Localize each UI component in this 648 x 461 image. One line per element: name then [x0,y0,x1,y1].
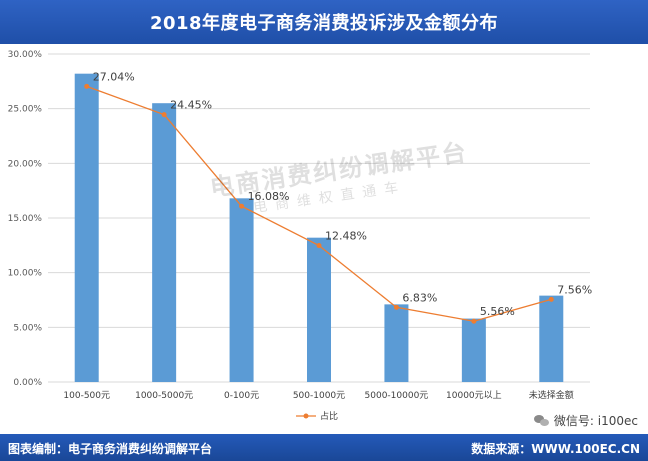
line-point [471,318,477,324]
data-label: 12.48% [325,230,367,243]
chart-title: 2018年度电子商务消费投诉涉及金额分布 [0,0,648,44]
line-series [84,83,554,324]
x-tick-label: 0-100元 [224,391,259,401]
data-label: 6.83% [402,291,437,304]
y-tick-label: 20.00% [8,159,43,169]
y-tick-label: 15.00% [8,214,43,224]
y-tick-label: 0.00% [13,378,42,388]
bar [229,198,254,382]
y-tick-labels: 0.00% 5.00% 10.00% 15.00% 20.00% 25.00% 30.00% [8,50,43,388]
bar [152,103,177,382]
x-tick-labels: 100-500元 1000-5000元 0-100元 500-1000元 5000-10… [63,389,573,401]
y-tick-label: 30.00% [8,50,43,60]
x-tick-label: 10000元以上 [446,390,502,401]
line-point [548,296,554,302]
wechat-text: 微信号: i100ec [553,414,638,428]
wechat-icon [533,414,550,427]
bar [461,318,486,382]
y-tick-label: 5.00% [13,323,42,333]
chart-area: 0.00% 5.00% 10.00% 15.00% 20.00% 25.00% 30.00%… [8,50,593,422]
data-labels: 27.04% 24.45% 16.08% 12.48% 6.83% 5.56% 7.56% [93,70,593,318]
bar-series [74,73,564,383]
bar [539,295,564,382]
data-label: 5.56% [480,305,515,318]
legend-marker [303,413,309,419]
data-label: 24.45% [170,99,212,112]
legend: 占比 [296,410,338,422]
line-point [161,112,167,118]
footer-source: 数据来源：WWW.100EC.CN [471,442,640,456]
x-tick-label: 1000-5000元 [135,391,193,401]
footer-credit: 图表编制：电子商务消费纠纷调解平台 [8,442,213,456]
wechat-id: 微信号: i100ec [533,412,638,429]
line-point [393,304,399,310]
x-tick-label: 100-500元 [63,391,110,401]
line-point [239,203,245,209]
x-tick-label: 500-1000元 [293,391,345,401]
line-point [84,83,90,89]
legend-label: 占比 [320,410,338,422]
x-tick-label: 未选择金额 [529,389,574,401]
y-tick-label: 25.00% [8,105,43,115]
bar [307,237,331,382]
bar [74,73,99,383]
data-label: 27.04% [93,70,135,83]
x-tick-label: 5000-10000元 [365,391,429,401]
data-label: 16.08% [248,190,290,203]
data-label: 7.56% [557,283,592,296]
footer-bar: 图表编制：电子商务消费纠纷调解平台 数据来源：WWW.100EC.CN [0,434,648,461]
y-tick-label: 10.00% [8,269,43,279]
bar [384,304,409,382]
line-point [316,243,322,249]
